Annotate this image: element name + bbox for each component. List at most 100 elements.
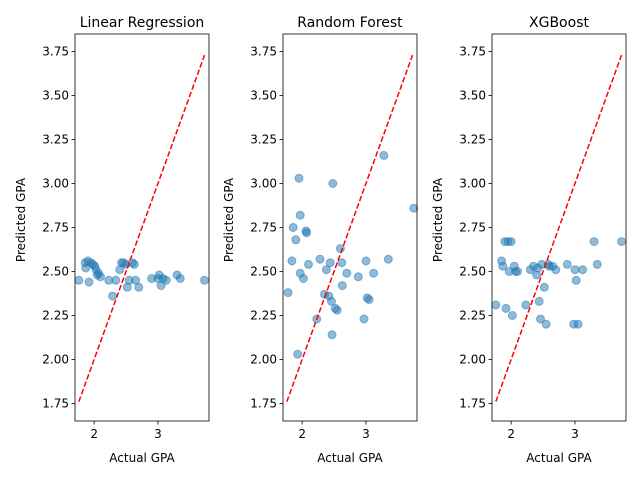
data-point	[592, 259, 602, 269]
data-point	[283, 288, 293, 298]
data-point	[108, 291, 118, 301]
data-point	[327, 296, 336, 306]
data-point	[491, 300, 501, 310]
data-point	[298, 274, 308, 283]
data-point	[507, 311, 517, 320]
y-tick-label: 3.75	[250, 45, 277, 59]
data-point	[617, 237, 626, 247]
x-tick-label: 2	[507, 427, 515, 441]
data-point	[74, 275, 84, 285]
x-axis-label: Actual GPA	[526, 451, 592, 465]
reference-line	[286, 54, 414, 402]
data-point	[295, 210, 305, 220]
data-point	[302, 228, 312, 238]
data-point	[175, 274, 185, 283]
data-point	[134, 282, 144, 292]
data-point	[383, 254, 393, 264]
data-point	[369, 268, 379, 278]
data-point	[294, 173, 304, 183]
data-point	[541, 319, 551, 329]
y-tick-label: 3.50	[250, 89, 277, 103]
data-point	[84, 277, 94, 287]
y-tick-label: 3.25	[250, 133, 277, 147]
data-point	[364, 295, 374, 305]
y-tick-label: 3.00	[459, 177, 486, 191]
y-tick-label: 1.75	[42, 396, 69, 410]
data-point	[409, 203, 419, 213]
data-point	[111, 275, 121, 285]
y-tick-label: 2.00	[250, 352, 277, 366]
y-tick-label: 3.25	[42, 133, 69, 147]
subplot-title: XGBoost	[529, 15, 589, 31]
data-point	[359, 314, 369, 324]
x-tick-label: 3	[154, 427, 162, 441]
data-point	[161, 275, 171, 285]
plot-area: 2 3 1.75 2.00 2.25 2.50 2.75 3.00 3.25 3.50 3.75	[250, 33, 419, 441]
y-tick-label: 2.25	[459, 308, 486, 322]
x-axis-label: Actual GPA	[109, 451, 175, 465]
y-tick-label: 2.25	[250, 308, 277, 322]
y-tick-label: 2.50	[250, 264, 277, 278]
data-point	[570, 265, 580, 275]
y-tick-label: 2.75	[42, 221, 69, 235]
data-point	[335, 244, 345, 254]
y-tick-label: 2.00	[459, 352, 486, 366]
subplot-random-forest: Random Forest Actual GPA Predicted GPA	[222, 15, 403, 465]
data-point	[353, 272, 363, 282]
data-point	[571, 275, 581, 285]
data-point	[539, 282, 549, 292]
y-tick-label: 3.25	[459, 133, 486, 147]
data-point	[315, 254, 325, 264]
data-point	[361, 256, 371, 266]
data-point	[287, 256, 297, 266]
subplot-linear-regression: Linear Regression Actual GPA Predicted G…	[14, 15, 204, 465]
y-tick-label: 2.75	[250, 221, 277, 235]
y-tick-label: 3.50	[459, 89, 486, 103]
y-axis-label: Predicted GPA	[222, 177, 236, 262]
data-point	[536, 314, 545, 324]
subplot-title: Linear Regression	[80, 15, 205, 31]
y-tick-label: 3.75	[459, 45, 486, 59]
y-axis-label: Predicted GPA	[431, 177, 445, 262]
data-point	[513, 267, 522, 276]
data-point	[342, 268, 352, 278]
data-point	[551, 265, 561, 275]
y-tick-label: 2.50	[42, 264, 69, 278]
data-point	[562, 259, 572, 269]
y-axis-label: Predicted GPA	[14, 177, 28, 262]
y-tick-label: 2.00	[42, 352, 69, 366]
data-point	[506, 237, 516, 247]
data-point	[200, 275, 209, 285]
y-tick-label: 2.25	[42, 308, 69, 322]
data-point	[129, 259, 139, 269]
data-point	[498, 261, 508, 271]
plot-area: 2 3 1.75 2.00 2.25 2.50 2.75 3.00 3.25 3.50 3.75	[459, 33, 627, 441]
x-tick-label: 2	[298, 427, 306, 441]
x-tick-label: 3	[571, 427, 579, 441]
data-point	[328, 179, 338, 188]
data-point	[521, 300, 531, 310]
y-tick-label: 1.75	[250, 396, 277, 410]
data-point	[293, 349, 303, 359]
data-point	[337, 258, 347, 268]
y-tick-label: 3.00	[250, 177, 277, 191]
data-point	[578, 265, 588, 275]
y-tick-label: 1.75	[459, 396, 486, 410]
data-point	[337, 281, 347, 291]
y-tick-label: 3.50	[42, 89, 69, 103]
reference-line	[78, 54, 206, 402]
data-point	[321, 265, 331, 275]
data-point	[534, 296, 544, 306]
reference-line	[495, 54, 623, 402]
plot-area: 2 3 1.75 2.00 2.25 2.50 2.75 3.00 3.25 3.50 3.75	[42, 33, 210, 441]
data-point	[332, 305, 342, 315]
x-tick-label: 2	[90, 427, 98, 441]
y-tick-label: 3.75	[42, 45, 69, 59]
data-point	[589, 237, 599, 247]
data-point	[327, 330, 337, 340]
subplot-title: Random Forest	[297, 15, 403, 31]
subplot-xgboost: XGBoost Actual GPA Predicted GPA	[431, 15, 592, 465]
x-axis-label: Actual GPA	[317, 451, 383, 465]
data-point	[304, 259, 313, 269]
